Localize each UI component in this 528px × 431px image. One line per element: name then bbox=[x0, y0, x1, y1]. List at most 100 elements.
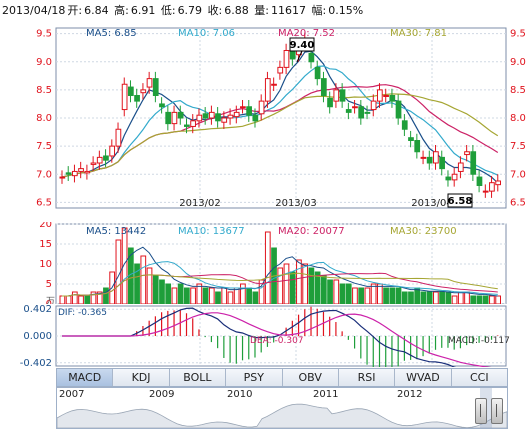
volume-ma5-line bbox=[62, 246, 498, 297]
candle-body bbox=[103, 155, 109, 161]
nav-year-2007: 2007 bbox=[59, 389, 85, 400]
tab-boll[interactable]: BOLL bbox=[170, 369, 227, 386]
candle-body bbox=[96, 156, 103, 164]
candle-body bbox=[140, 89, 147, 94]
candle-body bbox=[408, 137, 414, 141]
candle-body bbox=[327, 97, 333, 108]
candle-body bbox=[65, 172, 72, 175]
candle-body bbox=[171, 111, 178, 125]
volume-bar bbox=[327, 279, 333, 304]
min-annotation-label: 6.58 bbox=[448, 196, 473, 207]
dif-label: DIF: -0.365 bbox=[58, 308, 107, 318]
price-chart[interactable]: 9.5 9.0 8.5 8.0 7.5 7.0 6.5 9.5 9.0 8.5 8.0 7.5 7.0… bbox=[0, 22, 528, 220]
volume-bar bbox=[134, 263, 140, 304]
candle-body bbox=[389, 95, 396, 102]
volume-ytick: 10 bbox=[39, 259, 52, 270]
price-ytick-right: 8.0 bbox=[510, 113, 526, 124]
open-value: 6.84 bbox=[84, 4, 109, 17]
price-ytick-right: 7.0 bbox=[510, 169, 526, 180]
candle-body bbox=[84, 170, 91, 174]
volume-bar bbox=[78, 295, 84, 304]
candle-body bbox=[59, 176, 66, 179]
volume-bar bbox=[177, 283, 184, 304]
price-ytick-right: 9.0 bbox=[510, 57, 526, 68]
candle-body bbox=[414, 140, 421, 153]
price-ytick-left: 8.5 bbox=[36, 85, 52, 96]
candle-body bbox=[289, 51, 296, 60]
candle-body bbox=[190, 120, 196, 127]
volume-bar bbox=[470, 295, 477, 304]
volume-bar bbox=[84, 295, 91, 304]
volume-bar bbox=[196, 283, 203, 304]
tab-kdj[interactable]: KDJ bbox=[113, 369, 170, 386]
candle-body bbox=[383, 95, 389, 97]
volume-bar bbox=[277, 267, 284, 304]
price-xtick: 2013/02 bbox=[179, 198, 221, 209]
candle-body bbox=[364, 111, 371, 114]
nav-year-2012: 2012 bbox=[397, 389, 423, 400]
candle-body bbox=[146, 78, 153, 88]
close-label: 收: bbox=[207, 4, 223, 17]
tab-macd[interactable]: MACD bbox=[57, 369, 114, 386]
volume-bar bbox=[358, 287, 365, 304]
volume-bar bbox=[227, 291, 234, 304]
volume-bar bbox=[146, 267, 153, 304]
candle-body bbox=[196, 114, 203, 122]
volume-bar bbox=[370, 283, 377, 304]
volume-bar bbox=[184, 287, 190, 304]
tab-cci[interactable]: CCI bbox=[470, 371, 489, 384]
price-ma-legend-ma10: MA10: 7.06 bbox=[178, 28, 235, 39]
price-xtick: 2013/03 bbox=[275, 198, 317, 209]
max-annotation: 9.40 bbox=[289, 37, 315, 63]
candle-body bbox=[308, 52, 315, 63]
volume-bar bbox=[215, 291, 221, 304]
volume-bar bbox=[140, 255, 147, 304]
volume-ma-legend-ma5: MA5: 13442 bbox=[86, 226, 146, 237]
candle-body bbox=[339, 89, 346, 102]
min-annotation: 6.58 bbox=[447, 193, 473, 208]
candle-body bbox=[271, 83, 277, 86]
navigator-right-handle[interactable] bbox=[491, 398, 503, 424]
tab-wvad[interactable]: WVAD bbox=[395, 369, 452, 386]
open-label: 开: bbox=[67, 4, 83, 17]
volume-value: 11617 bbox=[271, 4, 306, 17]
volume-bar bbox=[90, 291, 97, 304]
volume-bar bbox=[103, 287, 109, 304]
candle-body bbox=[165, 111, 172, 125]
volume-bar bbox=[433, 291, 439, 304]
candle-body bbox=[376, 89, 383, 102]
candle-body bbox=[227, 114, 234, 119]
volume-bar bbox=[59, 295, 66, 304]
price-ytick-left: 6.5 bbox=[36, 197, 52, 208]
candle-body bbox=[345, 109, 352, 113]
volume-bar bbox=[302, 263, 309, 304]
price-ytick-right: 8.5 bbox=[510, 85, 526, 96]
volume-ytick: 20 bbox=[39, 222, 52, 230]
volume-bar bbox=[283, 263, 290, 304]
volume-bar bbox=[395, 287, 402, 304]
navigator-left-handle[interactable] bbox=[475, 398, 487, 424]
volume-bar bbox=[320, 275, 327, 304]
volume-bar bbox=[252, 291, 259, 304]
tab-rsi[interactable]: RSI bbox=[339, 369, 396, 386]
low-label: 低: bbox=[160, 4, 176, 17]
volume-bar bbox=[240, 283, 246, 304]
volume-bar bbox=[233, 287, 240, 304]
volume-bar bbox=[314, 271, 321, 304]
candle-body bbox=[221, 117, 228, 123]
volume-bar bbox=[171, 287, 178, 304]
volume-chart[interactable]: 20 15 10 5 0 MA5: 13442 MA10: 13677 MA20: 2007… bbox=[0, 222, 528, 304]
candle-body bbox=[258, 100, 265, 115]
candle-body bbox=[476, 176, 483, 186]
tab-psy[interactable]: PSY bbox=[226, 369, 283, 386]
candle-body bbox=[78, 168, 84, 172]
candle-body bbox=[71, 170, 78, 177]
candle-body bbox=[451, 173, 458, 181]
macd-chart[interactable]: 0.402 0.000 -0.402 DIF: -0.365 DEA: -0.307… bbox=[0, 304, 528, 367]
candle-body bbox=[352, 106, 358, 109]
tab-obv[interactable]: OBV bbox=[283, 369, 339, 386]
volume-bar bbox=[482, 295, 489, 304]
volume-bar bbox=[65, 295, 72, 304]
navigator-overview bbox=[57, 403, 507, 428]
timeline-navigator[interactable]: 2007 2009 2010 2011 2012 bbox=[56, 387, 508, 429]
